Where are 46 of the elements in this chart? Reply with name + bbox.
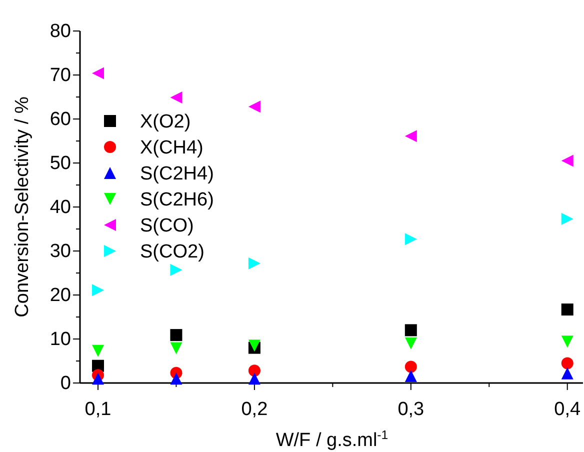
y-tick-label: 60 (50, 109, 71, 130)
point (561, 336, 574, 348)
point (404, 130, 417, 142)
point (92, 67, 104, 80)
y-tick-label: 30 (50, 241, 71, 262)
legend-label: S(CO) (140, 216, 194, 237)
point (404, 360, 417, 373)
point (404, 337, 417, 350)
point (404, 324, 417, 336)
point (248, 364, 260, 377)
y-tick-label: 70 (50, 65, 71, 86)
y-tick-label: 40 (50, 197, 71, 218)
legend-label: X(CH4) (140, 138, 204, 159)
point (561, 367, 574, 380)
point (170, 91, 182, 104)
y-tick-label: 20 (50, 285, 71, 306)
point (248, 100, 260, 113)
point (561, 357, 574, 370)
x-axis-title: W/F / g.s.ml$^{-1}$ (276, 428, 388, 451)
legend-label: S(CO2) (140, 242, 204, 263)
y-axis-title: Conversion-Selectivity / % (12, 96, 33, 318)
point (248, 257, 260, 270)
legend-label: S(C2H4) (140, 164, 214, 185)
x-tick-label: 0,3 (398, 398, 424, 420)
y-tick-label: 80 (50, 21, 71, 42)
point (170, 372, 182, 385)
legend-label: S(C2H6) (140, 190, 214, 211)
point (561, 304, 574, 316)
point (404, 233, 417, 246)
y-tick-label: 10 (50, 329, 71, 350)
x-tick-label: 0,2 (241, 398, 268, 420)
point (170, 342, 182, 354)
y-tick-label: 0 (60, 373, 71, 394)
point (92, 284, 104, 296)
point (170, 264, 182, 276)
point (561, 212, 574, 225)
legend-label: X(O2) (140, 112, 191, 133)
point (92, 372, 104, 385)
point (248, 372, 260, 385)
x-tick-label: 0,1 (84, 398, 112, 420)
point (92, 344, 104, 357)
y-tick-label: 50 (50, 153, 71, 174)
x-tick-label: 0,4 (554, 398, 581, 420)
point (170, 329, 182, 342)
point (404, 370, 417, 382)
point (561, 154, 574, 167)
